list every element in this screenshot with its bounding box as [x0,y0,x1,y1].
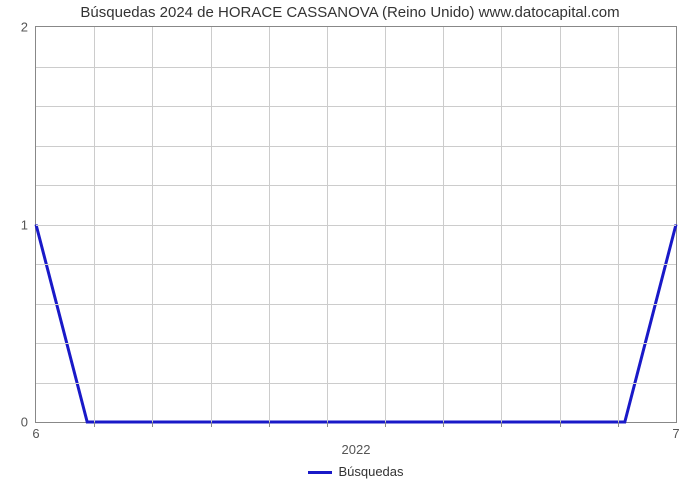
legend-swatch [308,471,332,474]
x-minor-tick [211,422,212,427]
grid-line-horizontal [36,264,676,265]
grid-line-horizontal [36,146,676,147]
grid-line-horizontal [36,304,676,305]
x-minor-tick [560,422,561,427]
grid-line-horizontal [36,106,676,107]
grid-line-horizontal [36,185,676,186]
grid-line-horizontal [36,67,676,68]
x-minor-tick [385,422,386,427]
x-axis-label: 2022 [36,442,676,457]
legend-label: Búsquedas [338,464,403,479]
legend: Búsquedas [36,464,676,479]
y-tick-label: 1 [21,217,36,232]
grid-line-horizontal [36,383,676,384]
grid-line-horizontal [36,343,676,344]
x-minor-tick [327,422,328,427]
x-minor-tick [152,422,153,427]
x-minor-tick [501,422,502,427]
x-minor-tick [618,422,619,427]
x-tick-label: 6 [32,422,39,441]
x-tick-label: 7 [672,422,679,441]
chart-title: Búsquedas 2024 de HORACE CASSANOVA (Rein… [0,4,700,21]
x-minor-tick [269,422,270,427]
x-minor-tick [443,422,444,427]
plot-area: 2022 Búsquedas 01267 [35,26,677,423]
chart-container: Búsquedas 2024 de HORACE CASSANOVA (Rein… [0,0,700,500]
x-minor-tick [94,422,95,427]
grid-line-horizontal [36,225,676,226]
y-tick-label: 2 [21,20,36,35]
